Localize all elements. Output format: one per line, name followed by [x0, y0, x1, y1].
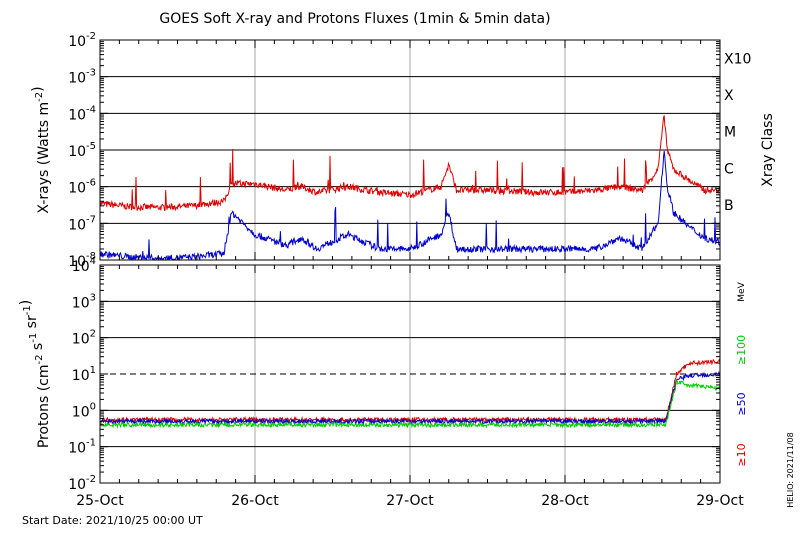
xray-y-tick-label: 10-2: [68, 31, 96, 50]
xray-y-tick-label: 10-7: [68, 214, 96, 233]
xray-class-label: B: [724, 198, 734, 214]
proton-plot-frame: [99, 264, 721, 484]
frame-layer: [99, 39, 721, 484]
x-tick-label: 25-Oct: [76, 493, 124, 509]
xray-series-1: [99, 150, 721, 262]
legend-1: ≥50: [735, 392, 748, 415]
x-tick-label: 26-Oct: [231, 493, 279, 509]
proton-y-tick-label: 102: [72, 329, 96, 348]
legend-0: ≥10: [735, 443, 748, 466]
grid-layer: [100, 40, 720, 483]
xray-y-tick-label: 10-4: [68, 104, 96, 123]
x-tick-label: 29-Oct: [696, 493, 744, 509]
xray-y-tick-label: 10-6: [68, 178, 96, 197]
xray-plot-frame: [99, 39, 721, 261]
xray-series-0: [99, 115, 721, 212]
text-layer: GOES Soft X-ray and Protons Fluxes (1min…: [18, 11, 795, 527]
proton-y-tick-label: 10-1: [68, 438, 96, 457]
proton-y-axis-label: Protons (cm-2 s-1 sr-1): [18, 300, 52, 448]
proton-y-tick-label: 103: [72, 292, 96, 311]
proton-series-2: [99, 380, 721, 429]
mev-unit-label: MeV: [737, 281, 747, 301]
xray-class-label: M: [724, 125, 736, 141]
xray-class-label: X: [724, 88, 734, 104]
chart-title: GOES Soft X-ray and Protons Fluxes (1min…: [159, 11, 550, 27]
xray-y-axis-label: X-rays (Watts m-2): [30, 86, 52, 213]
xray-class-label: C: [724, 161, 734, 177]
xray-class-axis-label: Xray Class: [760, 113, 776, 187]
series-layer: [99, 115, 721, 429]
credit-label: HELIO: 2021/11/08: [786, 432, 795, 507]
proton-y-tick-label: 100: [72, 401, 96, 420]
proton-y-tick-label: 101: [72, 365, 96, 384]
x-tick-label: 28-Oct: [541, 493, 589, 509]
proton-y-tick-label: 104: [72, 256, 96, 275]
proton-y-tick-label: 10-2: [68, 474, 96, 493]
xray-class-label: X10: [724, 51, 751, 67]
xray-y-tick-label: 10-3: [68, 68, 96, 87]
legend-2: ≥100: [735, 335, 748, 365]
xray-y-tick-label: 10-8: [68, 251, 96, 270]
x-tick-label: 27-Oct: [386, 493, 434, 509]
start-date-label: Start Date: 2021/10/25 00:00 UT: [22, 514, 203, 527]
xray-y-tick-label: 10-5: [68, 141, 96, 160]
proton-series-1: [99, 370, 721, 426]
